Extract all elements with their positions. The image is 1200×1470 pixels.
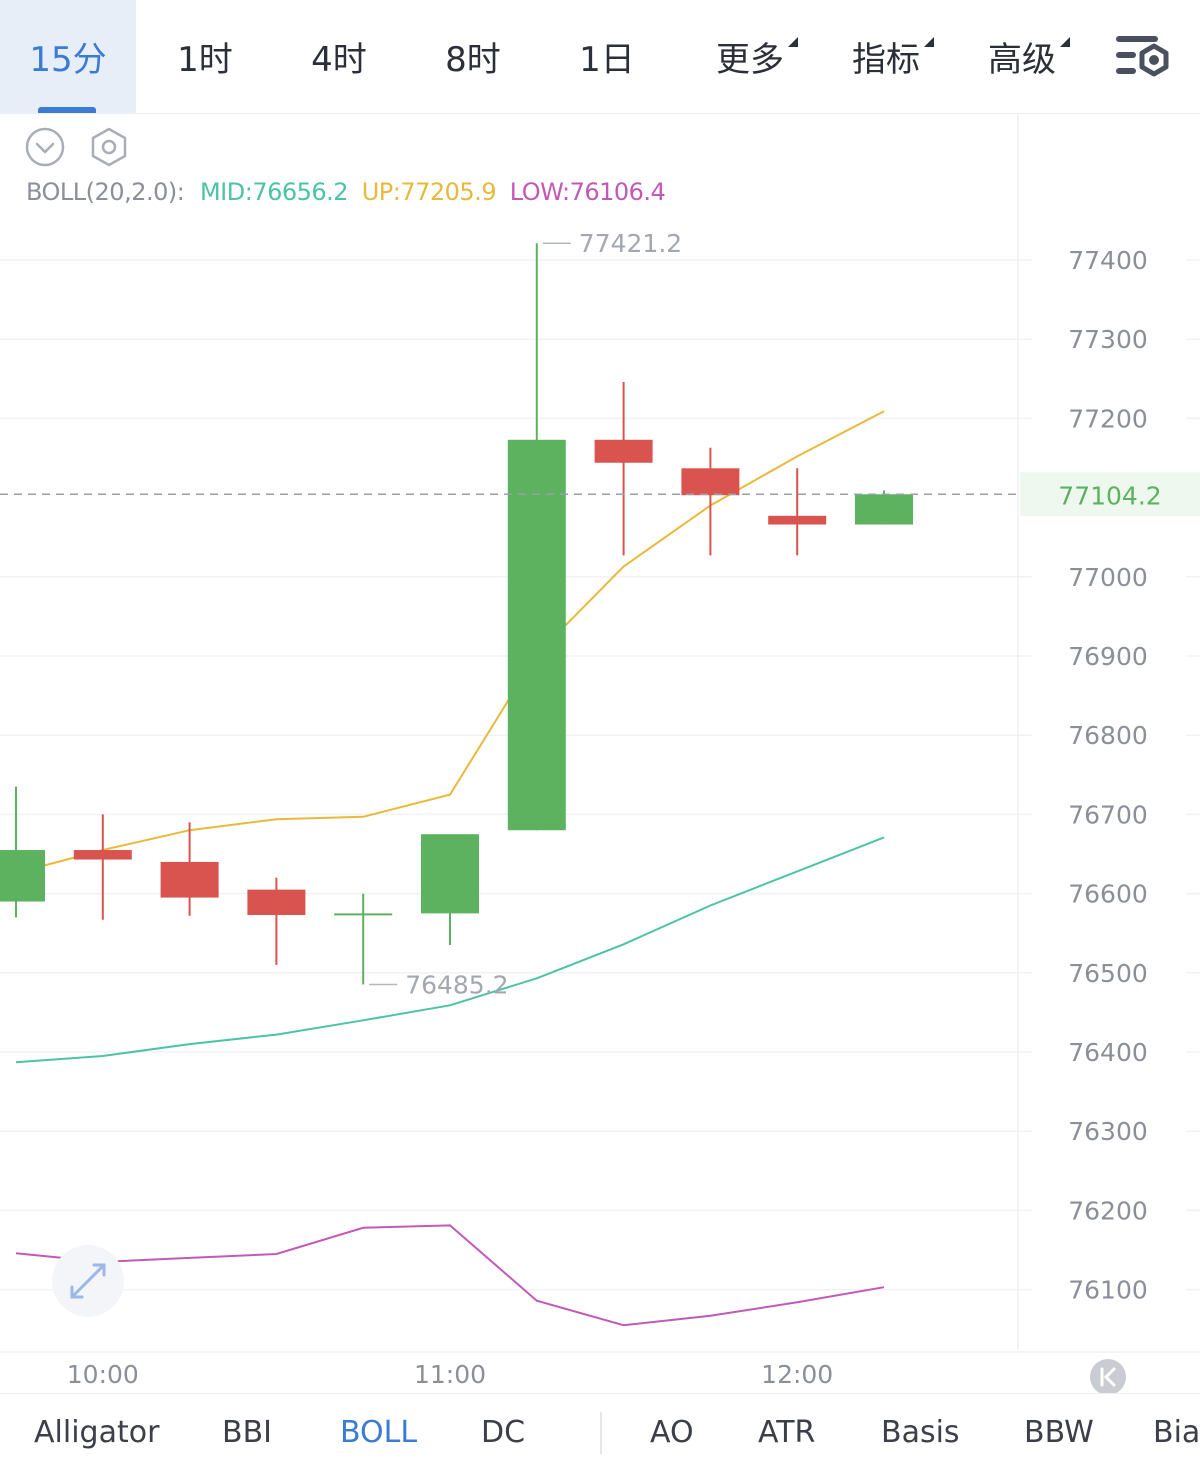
x-tick-label: 10:00 [67, 1360, 139, 1389]
y-tick-label: 76400 [1068, 1038, 1148, 1067]
indicator-boll[interactable]: BOLL [340, 1414, 418, 1450]
candle-body [421, 834, 479, 914]
y-tick-label: 76800 [1068, 721, 1148, 750]
tab-label: 15分 [29, 40, 107, 80]
low-price-label: 76485.2 [405, 971, 508, 1000]
indicator-separator [600, 1412, 602, 1454]
x-tick-label: 12:00 [761, 1360, 833, 1389]
chart-settings-icon[interactable] [1112, 30, 1172, 84]
tab-label: 指标 [852, 40, 920, 80]
candle-body [247, 889, 306, 915]
indicator-bbw[interactable]: BBW [1024, 1414, 1094, 1450]
indicator-atr[interactable]: ATR [758, 1414, 816, 1450]
dropdown-triangle-icon [924, 37, 934, 47]
tab-label-wrap: 更多 [716, 32, 798, 81]
candle-body [0, 850, 45, 902]
collapse-chevron-icon[interactable] [24, 126, 66, 168]
price-labels: 77104.2 77421.2 76485.2 [0, 229, 1200, 1000]
tab-label: 4时 [311, 40, 367, 80]
y-tick-label: 76600 [1068, 880, 1148, 909]
indicator-basis[interactable]: Basis [881, 1414, 960, 1450]
current-price-tag [1020, 472, 1200, 517]
candle-body [73, 850, 132, 860]
candle-body [768, 515, 827, 525]
y-tick-label: 76200 [1068, 1196, 1148, 1225]
tab-label-wrap: 指标 [852, 32, 934, 81]
scroll-to-latest-button[interactable] [1090, 1359, 1126, 1393]
boll-legend: BOLL(20,2.0): MID:76656.2 UP:77205.9 LOW… [26, 178, 666, 206]
candlestick-chart[interactable]: 77104.2 77421.2 76485.2 77400 77300 77200 770… [0, 113, 1200, 1393]
indicator-settings-icon[interactable] [88, 126, 130, 168]
indicator-bar: Alligator BBI BOLL DC AO ATR Basis BBW B… [0, 1393, 1200, 1470]
time-axis: 10:00 11:00 12:00 [67, 1360, 833, 1389]
indicator-alligator[interactable]: Alligator [34, 1414, 160, 1450]
legend-mid-label: MID: [199, 178, 253, 206]
y-tick-label: 76300 [1068, 1117, 1148, 1146]
y-tick-label: 77200 [1068, 404, 1148, 433]
legend-low-label: LOW: [509, 178, 570, 206]
legend-up-label: UP: [361, 178, 401, 206]
y-tick-label: 77400 [1068, 246, 1148, 275]
y-tick-label: 76100 [1068, 1276, 1148, 1305]
indicator-dc[interactable]: DC [481, 1414, 526, 1450]
candles [0, 243, 913, 985]
dropdown-triangle-icon [788, 37, 798, 47]
band-line-up [15, 410, 885, 874]
tab-label-wrap: 高级 [988, 32, 1070, 81]
tab-indicators[interactable]: 指标 [826, 0, 964, 113]
current-price-label: 77104.2 [1058, 481, 1161, 510]
legend-name: BOLL(20,2.0): [26, 178, 185, 206]
y-tick-label: 76700 [1068, 800, 1148, 829]
tab-1d[interactable]: 1日 [542, 0, 672, 113]
legend-low-value: 76106.4 [569, 178, 666, 206]
y-tick-label: 77300 [1068, 325, 1148, 354]
x-tick-label: 11:00 [414, 1360, 486, 1389]
y-tick-label: 77000 [1068, 563, 1148, 592]
y-tick-label: 76900 [1068, 642, 1148, 671]
y-tick-label: 76500 [1068, 959, 1148, 988]
tab-label: 更多 [716, 40, 784, 80]
indicator-bias[interactable]: Bias [1153, 1414, 1200, 1450]
timeframe-tabs: 15分 1时 4时 8时 1日 更多 指标 高级 [0, 0, 1200, 114]
indicator-bbi[interactable]: BBI [222, 1414, 273, 1450]
active-tab-indicator [38, 107, 96, 113]
tab-advanced[interactable]: 高级 [962, 0, 1100, 113]
candle-body [160, 861, 219, 898]
band-line-low [15, 1224, 885, 1327]
candle-body [855, 494, 913, 525]
price-axis: 77400 77300 77200 77000 76900 76800 76700 76600… [1068, 246, 1148, 1305]
dropdown-triangle-icon [1060, 37, 1070, 47]
tab-1h[interactable]: 1时 [140, 0, 270, 113]
candle-body [594, 439, 653, 463]
legend-mid-value: 76656.2 [252, 178, 349, 206]
expand-icon[interactable] [52, 1245, 124, 1317]
indicator-ao[interactable]: AO [650, 1414, 694, 1450]
tab-label: 1日 [579, 40, 635, 80]
band-line-mid [15, 836, 885, 1064]
tab-4h[interactable]: 4时 [274, 0, 404, 113]
tab-15m[interactable]: 15分 [0, 0, 136, 113]
tab-label: 高级 [988, 40, 1056, 80]
candle-body [507, 439, 566, 831]
high-price-label: 77421.2 [579, 229, 682, 258]
tab-more[interactable]: 更多 [690, 0, 828, 113]
tab-label: 8时 [445, 40, 501, 80]
tab-label: 1时 [177, 40, 233, 80]
legend-up-value: 77205.9 [400, 178, 497, 206]
tab-8h[interactable]: 8时 [408, 0, 538, 113]
grid [0, 113, 1200, 1353]
candle-body [334, 913, 393, 916]
candle-body [681, 468, 740, 496]
